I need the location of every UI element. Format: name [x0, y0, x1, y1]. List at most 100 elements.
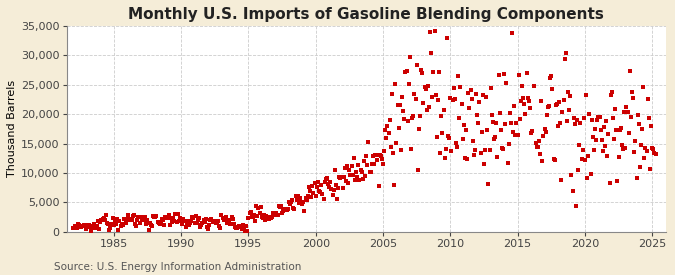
Point	[421, 87, 431, 92]
Point	[509, 104, 520, 108]
Point	[321, 175, 332, 180]
Point	[467, 139, 478, 143]
Point	[398, 109, 408, 113]
Point	[466, 97, 477, 101]
Point	[443, 136, 454, 140]
Point	[194, 216, 205, 220]
Point	[196, 223, 207, 227]
Point	[280, 206, 291, 211]
Point	[631, 176, 642, 180]
Point	[267, 215, 277, 219]
Point	[482, 127, 493, 132]
Point	[521, 70, 532, 75]
Point	[524, 106, 535, 111]
Point	[246, 214, 257, 219]
Point	[507, 31, 518, 36]
Point	[177, 222, 188, 226]
Point	[232, 226, 242, 230]
Point	[301, 198, 312, 202]
Point	[202, 227, 213, 232]
Point	[327, 193, 338, 197]
Point	[265, 215, 276, 220]
Point	[103, 221, 113, 226]
Point	[294, 201, 304, 205]
Point	[611, 127, 622, 132]
Point	[352, 175, 362, 180]
Point	[211, 221, 222, 225]
Point	[151, 214, 162, 218]
Point	[187, 215, 198, 220]
Point	[574, 143, 585, 148]
Point	[351, 169, 362, 174]
Point	[348, 156, 359, 160]
Point	[155, 221, 166, 225]
Point	[647, 146, 657, 150]
Point	[371, 152, 381, 157]
Point	[612, 179, 623, 184]
Point	[606, 90, 617, 94]
Point	[281, 207, 292, 212]
Point	[619, 110, 630, 114]
Point	[506, 121, 516, 126]
Point	[128, 214, 138, 218]
Point	[284, 202, 295, 206]
Point	[439, 155, 450, 160]
Point	[126, 217, 136, 221]
Point	[621, 105, 632, 109]
Point	[163, 213, 174, 217]
Point	[458, 123, 469, 127]
Point	[72, 226, 82, 230]
Point	[242, 229, 252, 233]
Point	[477, 93, 488, 97]
Point	[394, 103, 405, 107]
Point	[384, 118, 395, 122]
Point	[407, 116, 418, 120]
Point	[433, 98, 443, 103]
Point	[397, 94, 408, 99]
Point	[431, 93, 441, 98]
Point	[251, 204, 262, 209]
Point	[463, 91, 474, 96]
Point	[146, 223, 157, 228]
Point	[565, 94, 576, 98]
Point	[306, 194, 317, 199]
Point	[360, 154, 371, 158]
Point	[230, 224, 240, 229]
Point	[119, 217, 130, 221]
Point	[99, 216, 109, 220]
Point	[457, 137, 468, 141]
Point	[284, 200, 294, 205]
Point	[558, 98, 569, 102]
Point	[626, 90, 637, 95]
Point	[286, 199, 296, 204]
Point	[589, 148, 599, 152]
Point	[236, 227, 247, 231]
Point	[215, 226, 225, 230]
Point	[435, 150, 446, 155]
Point	[248, 213, 259, 217]
Point	[485, 86, 496, 90]
Point	[514, 73, 524, 77]
Point	[518, 96, 529, 101]
Point	[526, 131, 537, 136]
Point	[643, 116, 654, 121]
Point	[226, 214, 237, 219]
Point	[173, 219, 184, 223]
Point	[74, 222, 84, 227]
Point	[489, 136, 500, 141]
Point	[502, 161, 513, 165]
Point	[228, 221, 239, 226]
Point	[570, 204, 581, 209]
Point	[412, 167, 423, 172]
Point	[343, 181, 354, 186]
Point	[221, 221, 232, 225]
Point	[140, 214, 151, 219]
Point	[555, 120, 566, 125]
Point	[213, 219, 223, 224]
Point	[426, 51, 437, 55]
Point	[77, 224, 88, 228]
Point	[392, 103, 403, 107]
Point	[365, 170, 376, 174]
Point	[567, 188, 578, 193]
Point	[254, 210, 265, 215]
